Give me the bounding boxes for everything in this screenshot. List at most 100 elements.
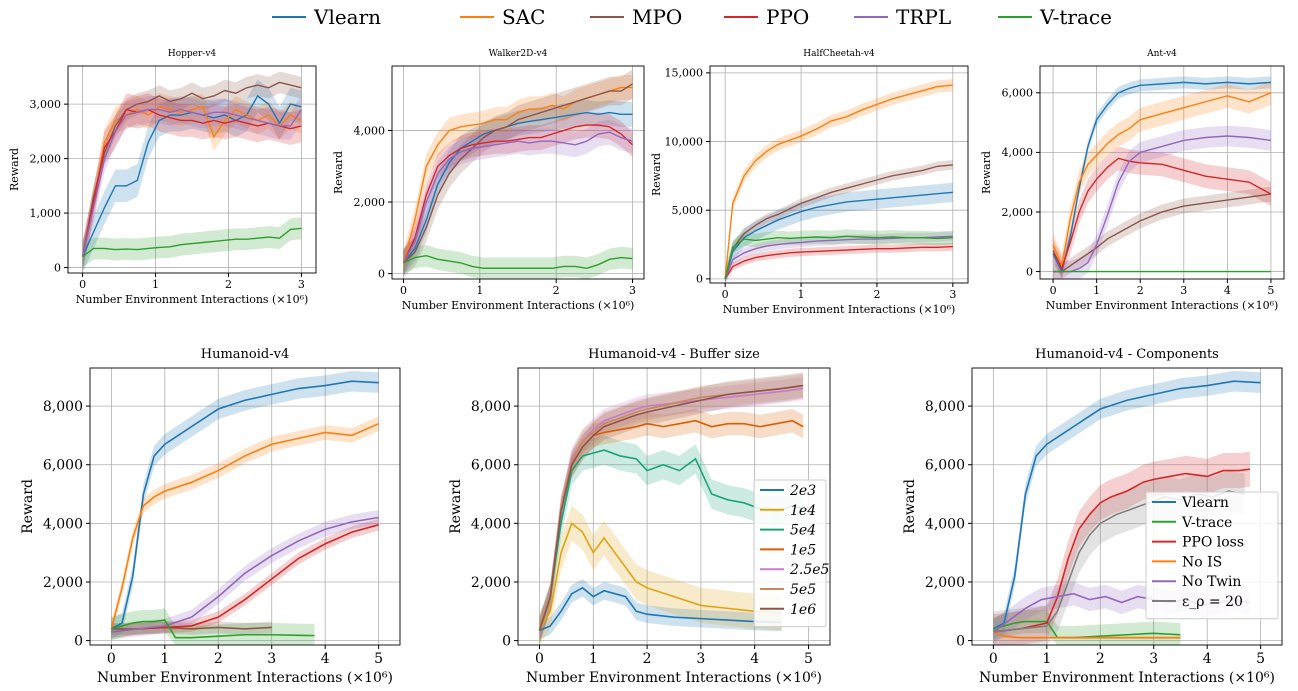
- x-tick-label: 1: [1093, 284, 1100, 297]
- series-band-TRPL: [82, 95, 302, 271]
- legend-box: Vlearn V-trace PPO loss No IS No Twin ε_ρ = 2…: [1145, 491, 1279, 620]
- series-line-No IS: [993, 631, 1181, 639]
- series-band-Vlearn: [993, 370, 1261, 640]
- x-axis-label: Number Environment Interactions (×10⁶): [1046, 299, 1279, 312]
- series-line-MPO: [1053, 193, 1272, 273]
- series-band-1e5: [539, 409, 804, 643]
- y-tick-label: 2,000: [1002, 206, 1034, 219]
- y-axis-label: Reward: [448, 479, 464, 534]
- legend-label: 1e5: [790, 542, 816, 558]
- legend-label: 1e4: [790, 503, 816, 519]
- series-line-1e4: [538, 522, 782, 631]
- series-band-TRPL: [1053, 125, 1271, 279]
- y-tick-label: 4,000: [471, 516, 511, 532]
- x-tick-label: 4: [1203, 651, 1212, 667]
- y-tick-label: 8,000: [925, 399, 965, 415]
- series-band-2.5e5: [539, 376, 804, 643]
- legend-label: 5e5: [790, 582, 816, 598]
- panel-humanoid-v4-buffer-size: Humanoid-v4 - Buffer size 0 1 2 3 4 5 0 2,000 4,0…: [448, 347, 831, 686]
- y-tick-label: 0: [1026, 265, 1033, 278]
- x-tick-label: 5: [1256, 651, 1265, 667]
- x-tick-label: 2: [643, 651, 652, 667]
- x-tick-label: 3: [696, 651, 705, 667]
- series-band-SAC: [403, 74, 633, 276]
- x-tick-label: 4: [1224, 284, 1231, 297]
- legend-label-trpl: TRPL: [896, 5, 951, 29]
- series-band-1e6: [539, 372, 804, 644]
- series-band-TRPL: [111, 510, 379, 640]
- y-tick-label: 2,000: [43, 575, 83, 591]
- plot-area: [724, 79, 953, 283]
- x-tick-label: 3: [629, 284, 636, 297]
- x-tick-label: 2: [873, 288, 880, 301]
- panel-title: Humanoid-v4: [201, 347, 289, 362]
- x-tick-label: 2: [1096, 651, 1105, 667]
- y-tick-label: 8,000: [471, 399, 511, 415]
- x-tick-label: 2: [214, 651, 223, 667]
- x-tick-label: 1: [152, 278, 159, 291]
- plot-area: [402, 69, 634, 279]
- series-line-PPO: [1052, 157, 1272, 271]
- x-axis-label: Number Environment Interactions (×10⁶): [723, 303, 956, 316]
- panel-title: Hopper-v4: [168, 49, 217, 59]
- x-tick-label: 5: [804, 651, 813, 667]
- series-line-V-trace: [111, 619, 315, 639]
- x-axis-label: Number Environment Interactions (×10⁶): [76, 293, 309, 306]
- series-line-MPO: [402, 83, 633, 264]
- x-tick-label: 0: [535, 651, 544, 667]
- series-band-2e3: [539, 579, 782, 640]
- series-band-SAC: [111, 416, 379, 637]
- x-tick-label: 5: [374, 651, 383, 667]
- series-line-PPO: [111, 524, 379, 633]
- x-tick-label: 0: [722, 288, 729, 301]
- y-tick-label: 2,000: [30, 152, 62, 165]
- y-axis-label: Reward: [650, 153, 663, 196]
- series-line-TRPL: [1053, 135, 1272, 273]
- series-line-1e6: [538, 384, 804, 631]
- series-band-MPO: [725, 160, 953, 283]
- axes-frame: [1039, 65, 1285, 280]
- x-axis-label: Number Environment Interactions (×10⁶): [97, 670, 393, 686]
- series-band-5e4: [539, 435, 804, 645]
- x-tick-label: 1: [798, 288, 805, 301]
- series-line-V-trace: [82, 227, 302, 258]
- panel-humanoid-v4: Humanoid-v4 0 1 2 3 4 5 0 2,000 4,000 6,000 8,000 Nu…: [20, 347, 401, 686]
- panel-title: Humanoid-v4 - Buffer size: [588, 347, 760, 362]
- legend-label: 2e3: [789, 483, 816, 499]
- y-axis-label: Reward: [332, 151, 345, 194]
- panel-title: HalfCheetah-v4: [803, 49, 875, 59]
- series-line-MPO: [724, 164, 953, 280]
- axes-frame: [517, 367, 831, 646]
- axes-frame: [391, 65, 645, 280]
- x-tick-label: 4: [321, 651, 330, 667]
- series-line-Vlearn: [992, 380, 1261, 630]
- x-tick-label: 0: [1050, 284, 1057, 297]
- x-axis-label: Number Environment Interactions (×10⁶): [402, 299, 635, 312]
- series-band-PPO: [725, 242, 953, 283]
- panel-humanoid-v4-components: Humanoid-v4 - Components 0 1 2 3 4 5 0 2,000 4,00…: [902, 347, 1283, 686]
- legend-label: 1e6: [790, 602, 816, 618]
- y-tick-label: 4,000: [925, 516, 965, 532]
- series-line-MPO: [81, 81, 302, 257]
- x-tick-label: 0: [400, 284, 407, 297]
- y-tick-label: 4,000: [1002, 146, 1034, 159]
- y-tick-label: 5,000: [672, 204, 704, 217]
- x-tick-label: 0: [989, 651, 998, 667]
- axes-frame: [89, 367, 401, 646]
- legend-box: 2e3 1e4 5e4 1e5 2.5e5 5e5 1e6: [753, 479, 830, 628]
- x-tick-label: 3: [1180, 284, 1187, 297]
- legend-label: No Twin: [1182, 574, 1241, 590]
- series-band-MPO: [82, 71, 302, 268]
- y-tick-label: 0: [502, 634, 511, 650]
- panel-title: Ant-v4: [1146, 49, 1177, 59]
- series-line-V-trace: [993, 620, 1181, 639]
- series-band-Vlearn: [403, 100, 633, 276]
- y-axis-label: Reward: [20, 479, 36, 534]
- legend-label: 2.5e5: [789, 562, 830, 578]
- series-band-V-trace: [82, 217, 302, 268]
- series-band-PPO: [1053, 146, 1271, 279]
- series-line-TRPL: [81, 108, 302, 257]
- y-tick-label: 0: [74, 634, 83, 650]
- y-axis-label: Reward: [980, 151, 993, 194]
- legend-label-sac: SAC: [502, 5, 545, 29]
